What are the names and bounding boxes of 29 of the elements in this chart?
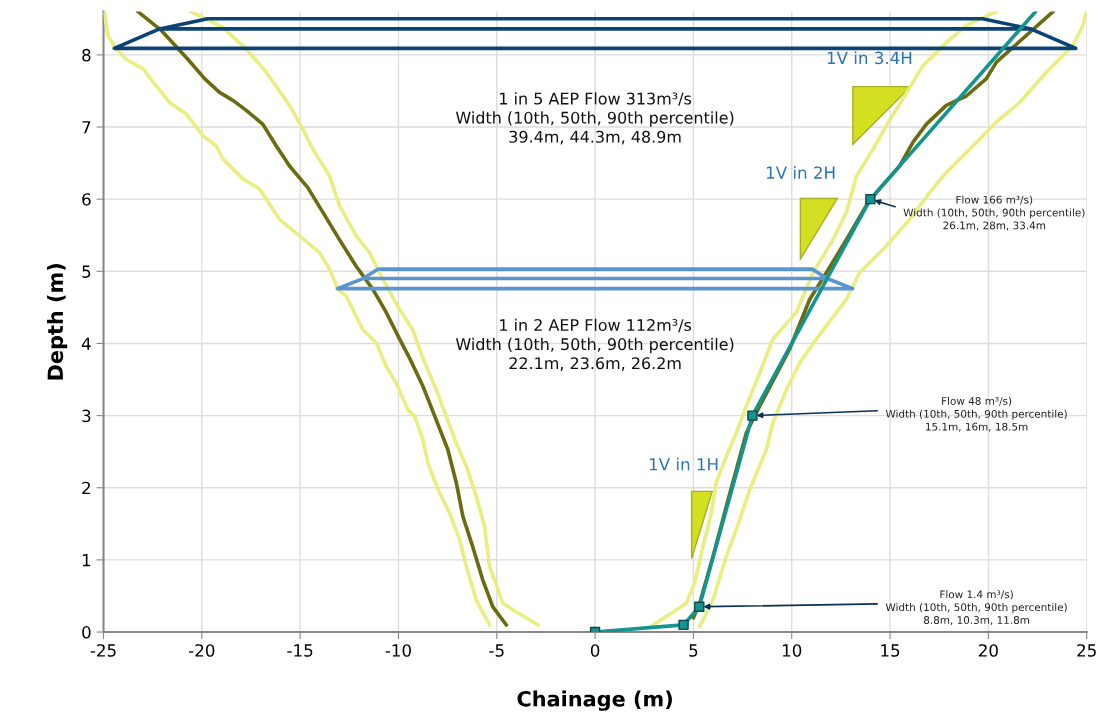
y-tick-label: 0 xyxy=(82,626,91,639)
x-axis-title: Chainage (m) xyxy=(517,690,672,711)
x-tick-label: -20 xyxy=(189,644,215,657)
annotation: 1V in 1H xyxy=(649,457,718,471)
x-tick-label: 15 xyxy=(881,644,900,657)
y-tick-label: 5 xyxy=(82,265,91,278)
x-tick-label: 25 xyxy=(1077,644,1096,657)
x-tick-label: -15 xyxy=(287,644,313,657)
y-tick-label: 1 xyxy=(82,554,91,567)
x-tick-label: 20 xyxy=(978,644,998,657)
x-tick-label: 0 xyxy=(590,644,600,657)
y-tick-label: 3 xyxy=(82,409,91,423)
y-tick-label: 2 xyxy=(82,481,91,495)
annotation: Flow 1.4 m³/s) Width (10th, 50th, 90th percentile) 8.8m, 10.3m, 11.8m xyxy=(885,590,1067,626)
annotation: 1V in 3.4H xyxy=(827,51,912,65)
x-tick-label: -25 xyxy=(90,644,116,657)
x-tick-label: 10 xyxy=(782,644,802,657)
y-tick-label: 7 xyxy=(82,121,91,134)
annotation: 1 in 2 AEP Flow 112m³/s Width (10th, 50th, 90th percentile) 22.1m, 23.6m, 26.2m xyxy=(455,318,734,371)
y-axis-title: Depth (m) xyxy=(47,264,68,380)
y-tick-label: 4 xyxy=(81,337,91,350)
x-tick-label: -10 xyxy=(385,644,411,657)
annotation: 1V in 2H xyxy=(766,166,835,179)
x-tick-label: 5 xyxy=(689,644,698,657)
annotation: 1 in 5 AEP Flow 313m³/s Width (10th, 50th, 90th percentile) 39.4m, 44.3m, 48.9m xyxy=(455,92,734,145)
y-tick-label: 8 xyxy=(82,48,91,62)
annotation: Flow 48 m³/s) Width (10th, 50th, 90th percentile) 15.1m, 16m, 18.5m xyxy=(885,396,1067,432)
y-tick-label: 6 xyxy=(82,193,91,206)
x-tick-label: -5 xyxy=(489,644,504,657)
